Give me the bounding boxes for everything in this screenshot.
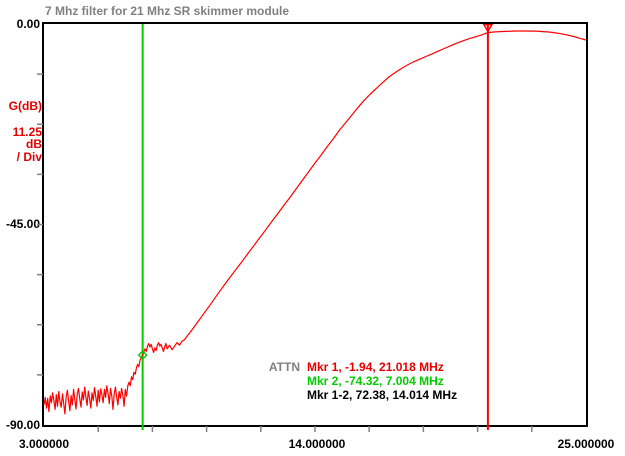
y-scale-per-div-unit: dB [26, 137, 42, 151]
x-axis-end-label: 25.000000 [557, 437, 615, 451]
y-axis-unit-label: G(dB) [8, 99, 42, 113]
x-axis-start-label: 3.000000 [18, 437, 70, 451]
trace-G(dB) [43, 30, 587, 415]
y-scale-per-div-suffix: / Div [16, 150, 42, 164]
y-scale-per-div-value: 11.25 [12, 125, 42, 139]
x-axis-mid-label: 14.000000 [288, 437, 346, 451]
plot-frame [42, 22, 588, 427]
marker2-readout: Mkr 2, -74.32, 7.004 MHz [307, 374, 444, 388]
y-axis-mid-label: -45.00 [5, 217, 40, 231]
y-axis-max-label: 0.00 [16, 17, 40, 31]
marker2-symbol[interactable] [137, 350, 148, 361]
chart-title: 7 Mhz filter for 21 Mhz SR skimmer modul… [45, 4, 290, 18]
marker1-readout: Mkr 1, -1.94, 21.018 MHz [307, 360, 444, 374]
marker1-symbol[interactable] [482, 23, 494, 34]
attn-label: ATTN [268, 360, 300, 374]
y-axis-min-label: -90.00 [5, 418, 40, 432]
marker-delta-readout: Mkr 1-2, 72.38, 14.014 MHz [307, 388, 458, 402]
